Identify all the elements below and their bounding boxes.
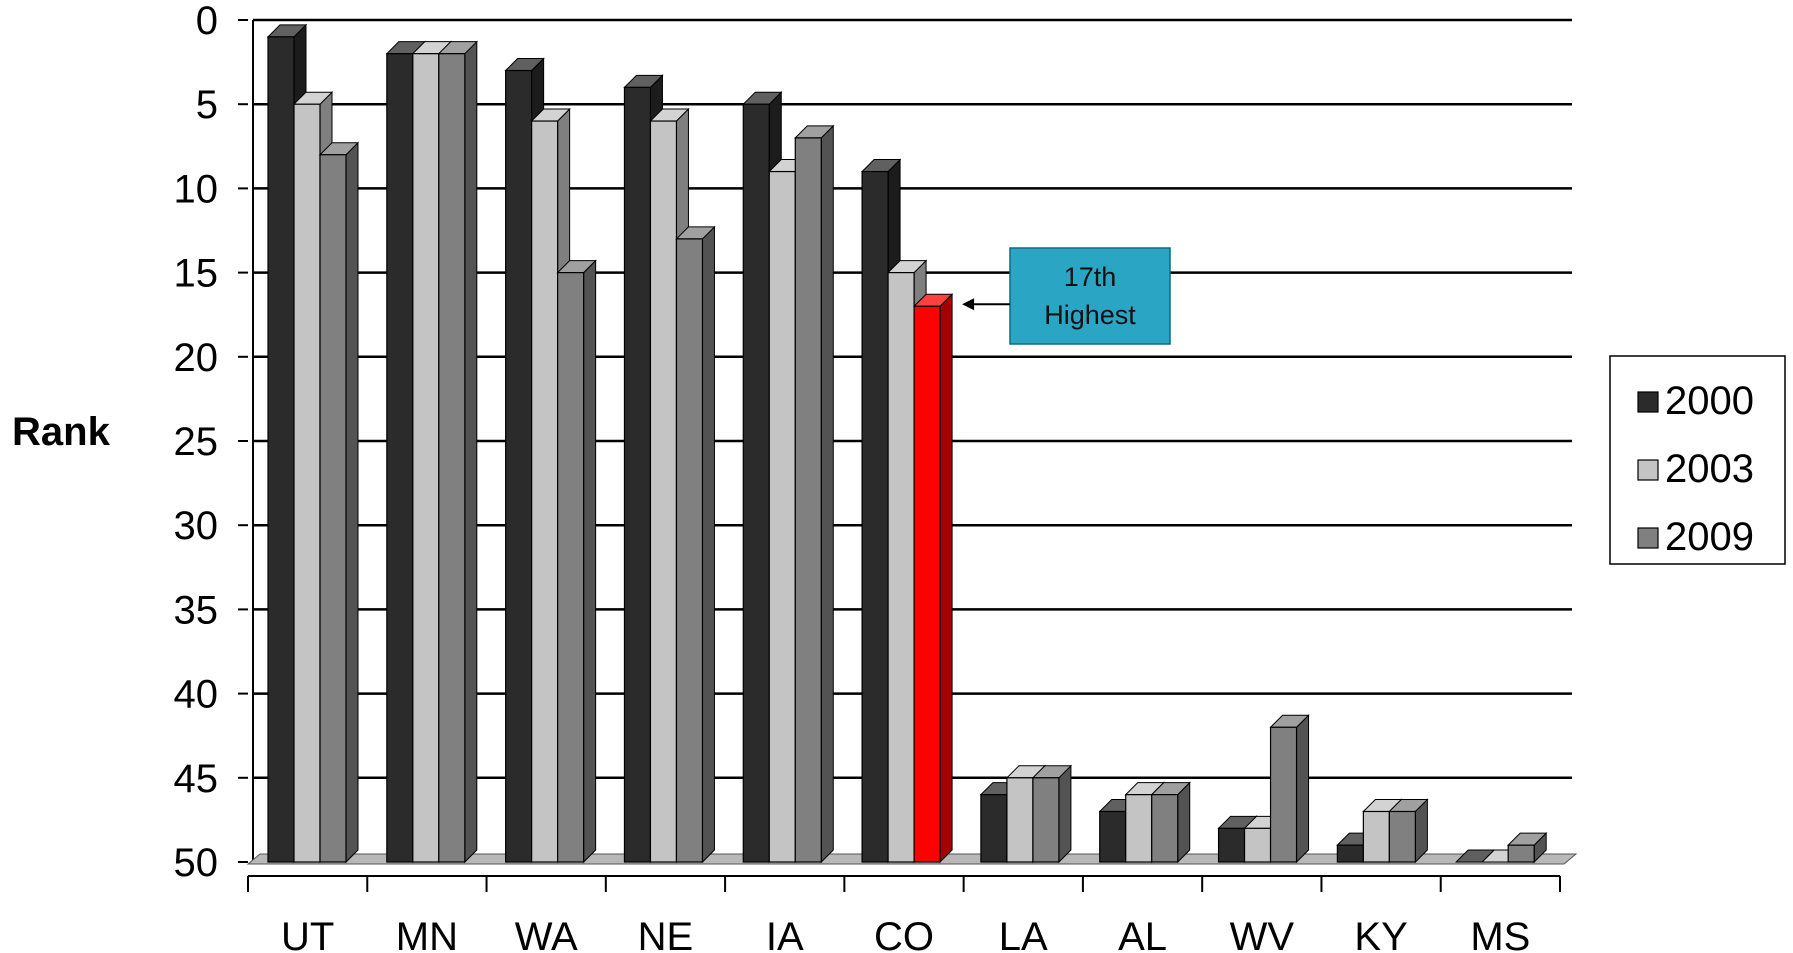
x-tick-label: UT <box>281 915 334 953</box>
bar-MN-2009 <box>437 40 479 864</box>
bar-LA-2009 <box>1031 764 1073 864</box>
x-tick-label: IA <box>766 915 804 953</box>
y-tick-label: 15 <box>174 252 219 296</box>
bar-MS-2009 <box>1506 831 1548 864</box>
y-tick-label: 20 <box>174 336 219 380</box>
legend-swatch-2003 <box>1637 459 1659 481</box>
y-tick-label: 30 <box>174 504 219 548</box>
y-tick-label: 35 <box>174 588 219 632</box>
callout-line1: 17th <box>1064 262 1117 292</box>
bar-WV-2009 <box>1269 714 1310 864</box>
y-axis-ticks: 0 5 10 15 20 25 30 35 40 45 50 <box>174 0 254 885</box>
bar-NE-2009 <box>675 225 716 864</box>
y-tick-label: 0 <box>196 0 218 43</box>
y-tick-label: 45 <box>174 757 219 801</box>
x-tick-label: MS <box>1470 915 1530 953</box>
y-tick-label: 10 <box>174 167 219 211</box>
bar-KY-2009 <box>1388 798 1429 864</box>
x-tick-label: KY <box>1354 915 1407 953</box>
annotation-callout: 17th Highest <box>962 247 1171 345</box>
legend-label-2003: 2003 <box>1665 447 1754 491</box>
x-tick-label: AL <box>1118 915 1167 953</box>
bar-WA-2009 <box>556 259 597 864</box>
x-tick-label: CO <box>874 915 934 953</box>
callout-arrowhead <box>962 298 975 311</box>
legend-label-2000: 2000 <box>1665 379 1754 423</box>
x-tick-label: LA <box>999 915 1048 953</box>
bar-IA-2009 <box>794 124 835 864</box>
y-tick-label: 5 <box>196 83 218 127</box>
bar-AL-2009 <box>1150 781 1191 864</box>
x-axis: UT MN WA NE IA CO LA AL WV KY MS <box>247 875 1561 953</box>
bars <box>266 23 1548 864</box>
x-tick-label: WV <box>1230 915 1295 953</box>
y-axis-title: Rank <box>12 410 111 454</box>
legend-swatch-2000 <box>1637 391 1659 413</box>
x-tick-label: MN <box>396 915 458 953</box>
legend-swatch-2009 <box>1637 527 1659 549</box>
y-tick-label: 25 <box>174 420 219 464</box>
x-tick-label: WA <box>515 915 578 953</box>
y-tick-label: 40 <box>174 673 219 717</box>
legend-label-2009: 2009 <box>1665 515 1754 559</box>
bar-UT-2009 <box>318 141 360 864</box>
callout-box <box>1009 247 1171 345</box>
callout-line2: Highest <box>1044 300 1136 330</box>
bar-CO-2009 <box>912 293 954 864</box>
y-tick-label: 50 <box>174 841 219 885</box>
x-tick-label: NE <box>638 915 694 953</box>
legend: 2000 2003 2009 <box>1609 355 1786 565</box>
